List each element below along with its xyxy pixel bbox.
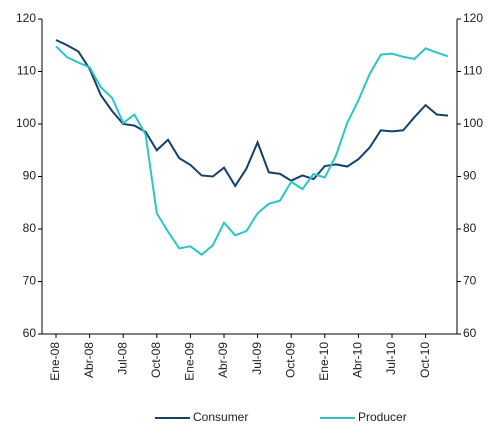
x-tick-label: Ene-08 — [48, 342, 62, 381]
y-tick-label: 110 — [17, 64, 36, 78]
x-tick-label: Jul-08 — [115, 342, 129, 375]
legend-label: Producer — [358, 410, 407, 424]
x-tick-label: Ene-10 — [317, 342, 331, 381]
y2-tick-label: 60 — [463, 326, 477, 340]
x-tick-label: Ene-09 — [183, 342, 197, 381]
x-tick-label: Jul-10 — [384, 342, 398, 375]
x-tick-label: Oct-08 — [149, 342, 163, 378]
y2-tick-label: 70 — [463, 274, 477, 288]
y2-tick-label: 120 — [463, 11, 483, 25]
x-tick-label: Jul-09 — [250, 342, 264, 375]
x-tick-label: Abr-10 — [351, 342, 365, 378]
x-tick-label: Abr-09 — [216, 342, 230, 378]
y2-tick-label: 100 — [463, 116, 483, 130]
y2-tick-label: 80 — [463, 221, 477, 235]
y-tick-label: 80 — [23, 221, 37, 235]
y-tick-label: 70 — [23, 274, 37, 288]
y-tick-label: 60 — [23, 326, 37, 340]
x-tick-label: Abr-08 — [82, 342, 96, 378]
y2-tick-label: 110 — [463, 64, 482, 78]
series-line — [55, 39, 449, 188]
y-tick-label: 120 — [16, 11, 36, 25]
legend-label: Consumer — [193, 410, 248, 424]
y-tick-label: 90 — [23, 169, 37, 183]
x-tick-label: Oct-09 — [283, 342, 297, 378]
y-tick-label: 100 — [16, 116, 36, 130]
series-line — [55, 45, 449, 257]
y2-tick-label: 90 — [463, 169, 477, 183]
x-tick-label: Oct-10 — [418, 342, 432, 378]
